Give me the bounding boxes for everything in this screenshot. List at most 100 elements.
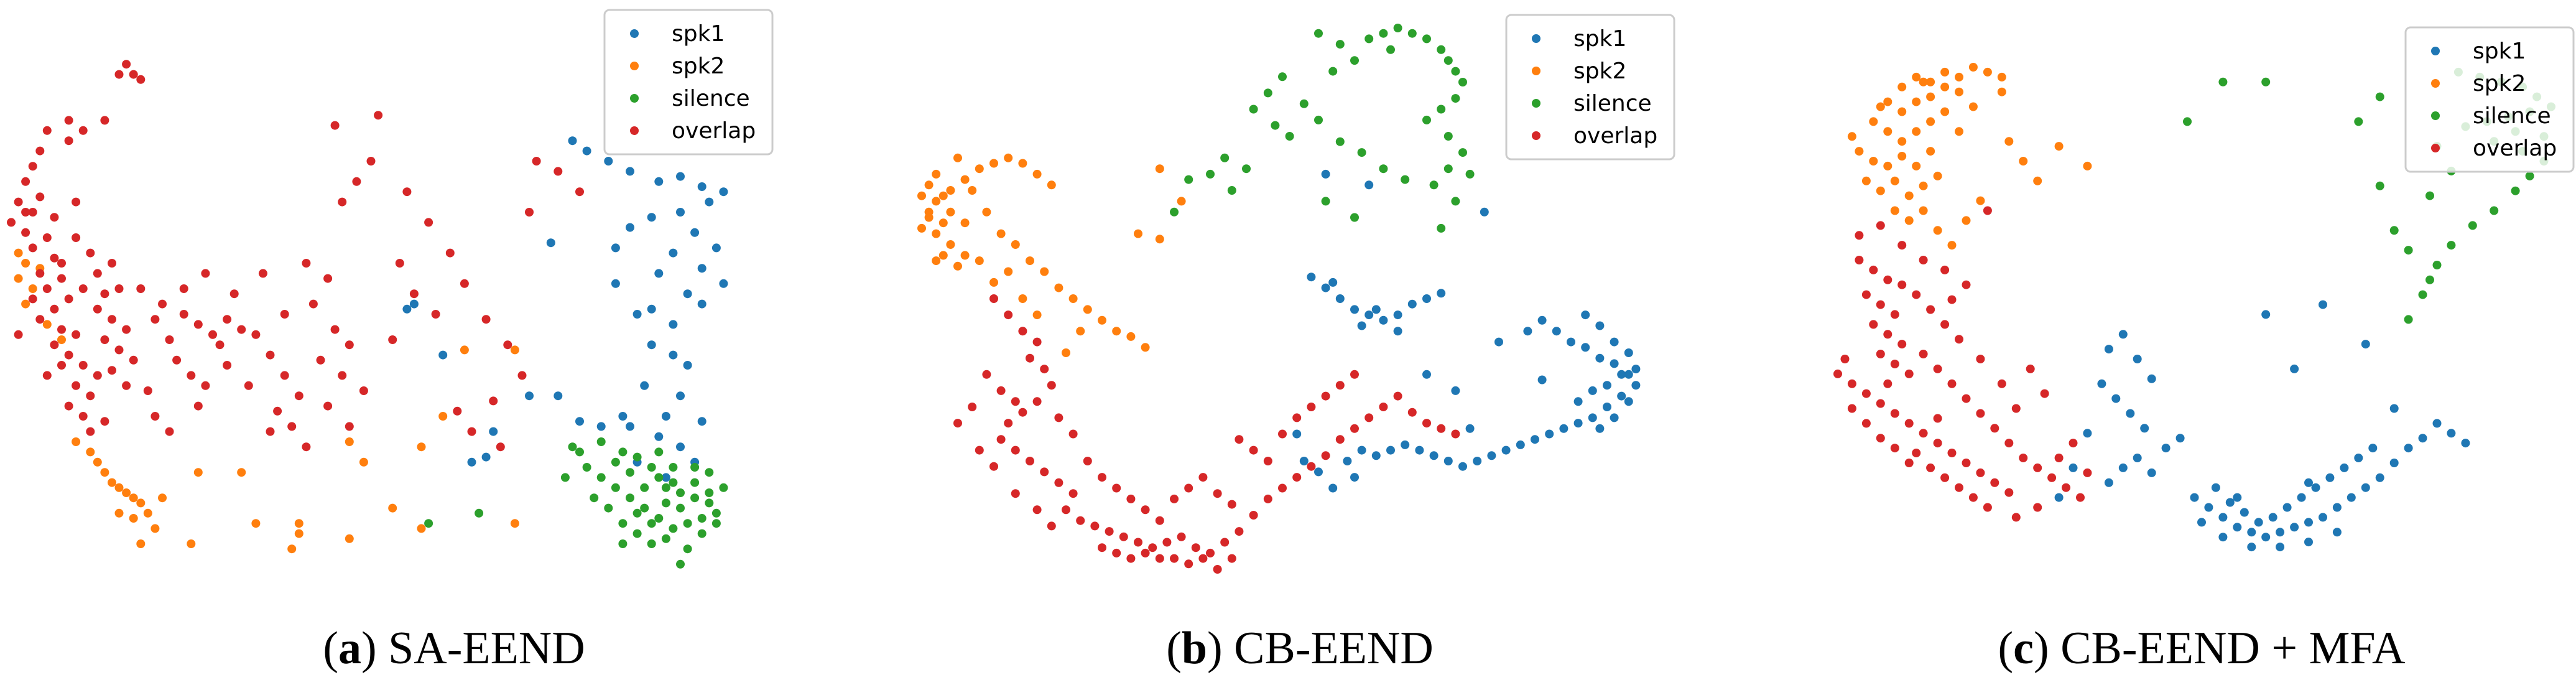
point-spk2-26	[345, 534, 354, 543]
point-spk1-4	[2247, 528, 2256, 537]
point-overlap-90	[481, 315, 491, 324]
point-overlap-38	[93, 304, 102, 314]
point-spk1-25	[640, 381, 649, 390]
point-overlap-94	[453, 406, 462, 416]
point-spk1-29	[2340, 463, 2349, 472]
point-spk1-30	[1531, 435, 1539, 444]
point-spk1-45	[402, 304, 412, 314]
point-spk1-23	[2254, 518, 2263, 527]
point-overlap-10	[35, 192, 45, 202]
point-spk1-30	[596, 422, 606, 431]
point-spk1-63	[1588, 386, 1597, 395]
point-overlap-20	[1962, 459, 1971, 467]
point-overlap-30	[1112, 548, 1121, 557]
caption-a-text: SA-EEND	[388, 623, 585, 674]
point-spk1-47	[2140, 424, 2149, 433]
point-overlap-5	[78, 126, 88, 135]
legend-marker-spk2	[630, 62, 639, 70]
point-spk2-22	[996, 229, 1006, 238]
point-overlap-121	[86, 248, 95, 258]
point-overlap-13	[1040, 467, 1049, 477]
point-overlap-71	[1198, 473, 1208, 482]
point-silence-15	[1458, 148, 1467, 157]
point-overlap-49	[193, 320, 203, 329]
point-spk2-30	[1112, 327, 1121, 336]
point-spk2-10	[1912, 97, 1921, 106]
point-overlap-23	[35, 315, 45, 324]
point-spk2-16	[1018, 159, 1027, 168]
point-silence-38	[1379, 164, 1388, 174]
point-overlap-72	[1976, 355, 1985, 363]
point-overlap-111	[229, 289, 239, 299]
point-spk2-11	[1926, 92, 1935, 101]
point-overlap-48	[1379, 403, 1388, 411]
point-overlap-28	[1235, 527, 1244, 536]
point-spk1-13	[2375, 473, 2384, 482]
point-spk2-32	[438, 412, 448, 421]
point-overlap-8	[28, 162, 37, 171]
point-overlap-59	[223, 361, 232, 370]
point-spk2-30	[460, 345, 469, 355]
point-spk1-1	[1321, 283, 1330, 292]
point-overlap-37	[1897, 280, 1907, 289]
point-spk1-41	[1371, 451, 1381, 460]
point-overlap-1	[1004, 310, 1013, 320]
point-spk1-60	[1631, 365, 1641, 374]
point-spk1-16	[2418, 434, 2427, 443]
point-spk1-35	[2247, 543, 2256, 552]
point-silence-7	[1437, 45, 1446, 54]
point-overlap-30	[1840, 355, 1850, 363]
point-spk1-15	[697, 264, 707, 273]
point-overlap-23	[2004, 488, 2014, 497]
point-silence-22	[1328, 67, 1338, 76]
point-overlap-27	[64, 350, 73, 360]
point-overlap-54	[172, 355, 182, 365]
point-spk1-20	[2211, 483, 2220, 492]
point-spk2-0	[14, 248, 23, 258]
point-silence-26	[705, 468, 714, 477]
point-overlap-59	[1307, 403, 1316, 411]
point-overlap-39	[1926, 305, 1935, 314]
point-overlap-64	[1919, 256, 1928, 264]
point-overlap-71	[316, 355, 325, 365]
point-overlap-57	[1278, 429, 1287, 439]
point-spk1-24	[2268, 513, 2277, 522]
point-spk2-26	[1054, 283, 1063, 292]
point-overlap-74	[982, 370, 991, 379]
point-silence-27	[1285, 132, 1294, 141]
point-overlap-93	[489, 396, 498, 406]
point-silence-28	[2404, 246, 2413, 255]
point-overlap-77	[1054, 413, 1063, 422]
point-silence-11	[683, 519, 692, 528]
legend-frame	[603, 9, 774, 156]
point-spk1-0	[1307, 273, 1316, 282]
point-spk2-9	[960, 251, 970, 260]
point-spk1-42	[2161, 444, 2171, 453]
legend-marker-spk1	[1532, 34, 1541, 43]
point-spk1-32	[2276, 543, 2285, 552]
point-overlap-52	[2062, 483, 2070, 492]
point-spk1-61	[1617, 370, 1626, 379]
point-spk2-6	[1983, 67, 1992, 77]
point-overlap-80	[330, 121, 340, 130]
point-silence-19	[1465, 169, 1475, 179]
point-spk2-23	[1011, 240, 1020, 249]
point-silence-33	[697, 529, 707, 538]
point-spk2-13	[1955, 87, 1963, 96]
point-overlap-18	[35, 269, 45, 278]
point-overlap-53	[2076, 493, 2085, 502]
point-overlap-56	[2083, 468, 2092, 477]
point-spk2-4	[28, 284, 37, 293]
point-silence-18	[582, 463, 591, 472]
point-spk1-45	[1328, 483, 1338, 493]
point-spk1-30	[2354, 454, 2363, 462]
legend-marker-spk2	[1532, 67, 1541, 75]
point-overlap-30	[72, 381, 81, 390]
legend-marker-silence	[630, 94, 639, 103]
point-overlap-0	[989, 294, 998, 303]
point-spk1-9	[1437, 289, 1446, 298]
point-spk2-4	[1955, 72, 1963, 82]
point-spk1-27	[661, 412, 670, 421]
point-spk1-4	[654, 177, 664, 186]
point-overlap-50	[2033, 463, 2042, 472]
